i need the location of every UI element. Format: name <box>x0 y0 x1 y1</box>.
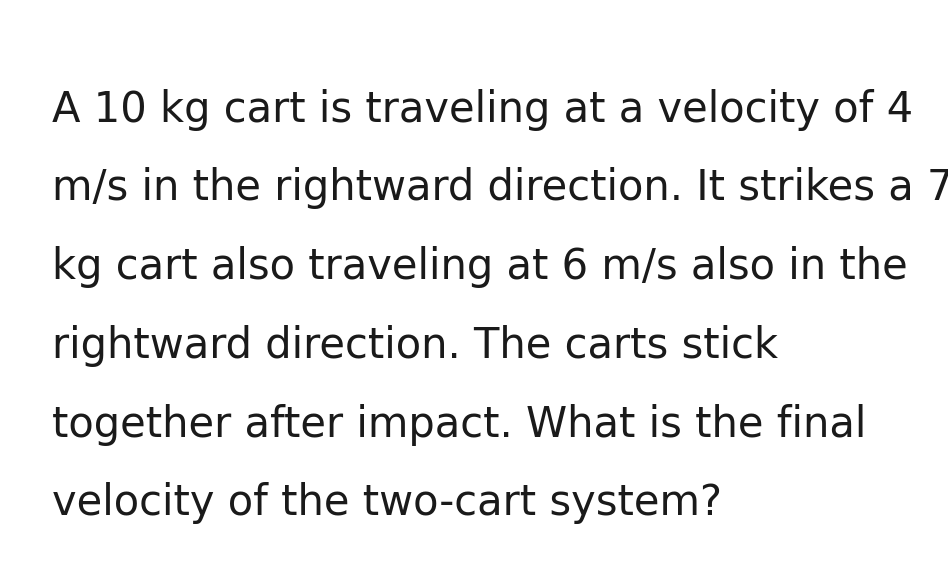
Text: rightward direction. The carts stick: rightward direction. The carts stick <box>52 325 778 367</box>
Text: m/s in the rightward direction. It strikes a 7: m/s in the rightward direction. It strik… <box>52 167 948 210</box>
Text: A 10 kg cart is traveling at a velocity of 4: A 10 kg cart is traveling at a velocity … <box>52 89 913 131</box>
Text: together after impact. What is the final: together after impact. What is the final <box>52 404 866 446</box>
Text: velocity of the two-cart system?: velocity of the two-cart system? <box>52 482 722 525</box>
Text: kg cart also traveling at 6 m/s also in the: kg cart also traveling at 6 m/s also in … <box>52 246 908 288</box>
